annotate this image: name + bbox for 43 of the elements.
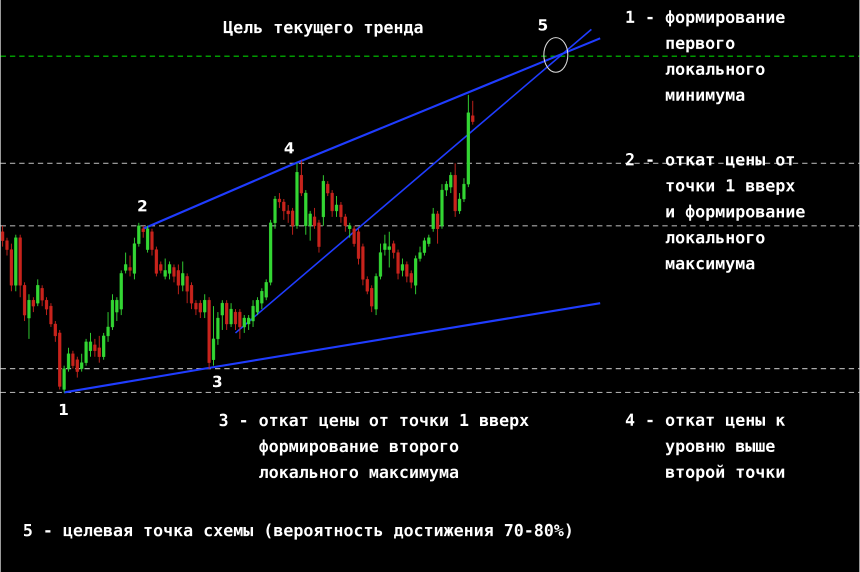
ref-line-label: Цель текущего тренда [224, 20, 423, 36]
candlestick [84, 338, 88, 366]
text: 1 - формирование первого локального минимума [626, 10, 785, 104]
candlestick [300, 160, 303, 196]
candlestick [229, 302, 233, 328]
candlestick [27, 294, 31, 340]
candlestick [334, 195, 338, 218]
candlestick [422, 237, 426, 256]
text: 1 [60, 404, 68, 415]
text: 3 - откат цены от точки 1 вверх формирование второго локального максимума [220, 414, 529, 482]
candlestick [142, 225, 145, 238]
candlestick [278, 192, 282, 208]
candlestick [432, 207, 435, 232]
candlestick [290, 207, 294, 236]
annotation: 4 [284, 142, 294, 154]
candlestick [225, 300, 228, 330]
annotation: 2 [138, 200, 146, 212]
candlestick [234, 308, 238, 330]
candlestick [400, 258, 404, 277]
candlestick [71, 350, 75, 370]
candlestick [168, 260, 172, 280]
candlestick [348, 222, 352, 238]
candlestick [220, 300, 224, 330]
candlestick [124, 252, 128, 274]
candlestick [203, 294, 206, 318]
candlestick [146, 225, 150, 253]
text: 4 - откат цены к уровню выше второй точки [626, 414, 786, 482]
candlestick [317, 219, 321, 253]
candlestick [212, 306, 216, 366]
candlestick [251, 300, 255, 328]
candlestick [471, 100, 474, 125]
candlestick [172, 264, 176, 283]
text: 2 - откат цены от точки 1 вверх и формирование локального максимума [626, 152, 805, 273]
candlestick [339, 201, 343, 224]
annotation: 3 [212, 376, 222, 388]
candlestick [36, 278, 40, 307]
candlestick [181, 260, 184, 292]
candlestick [0, 225, 4, 247]
candlestick [32, 296, 35, 312]
text: 5 [538, 19, 548, 31]
text: 5 - целевая точка схемы (вероятность достижения 70-80%) [24, 523, 571, 540]
candlestick [128, 254, 132, 277]
candlestick [436, 210, 440, 244]
